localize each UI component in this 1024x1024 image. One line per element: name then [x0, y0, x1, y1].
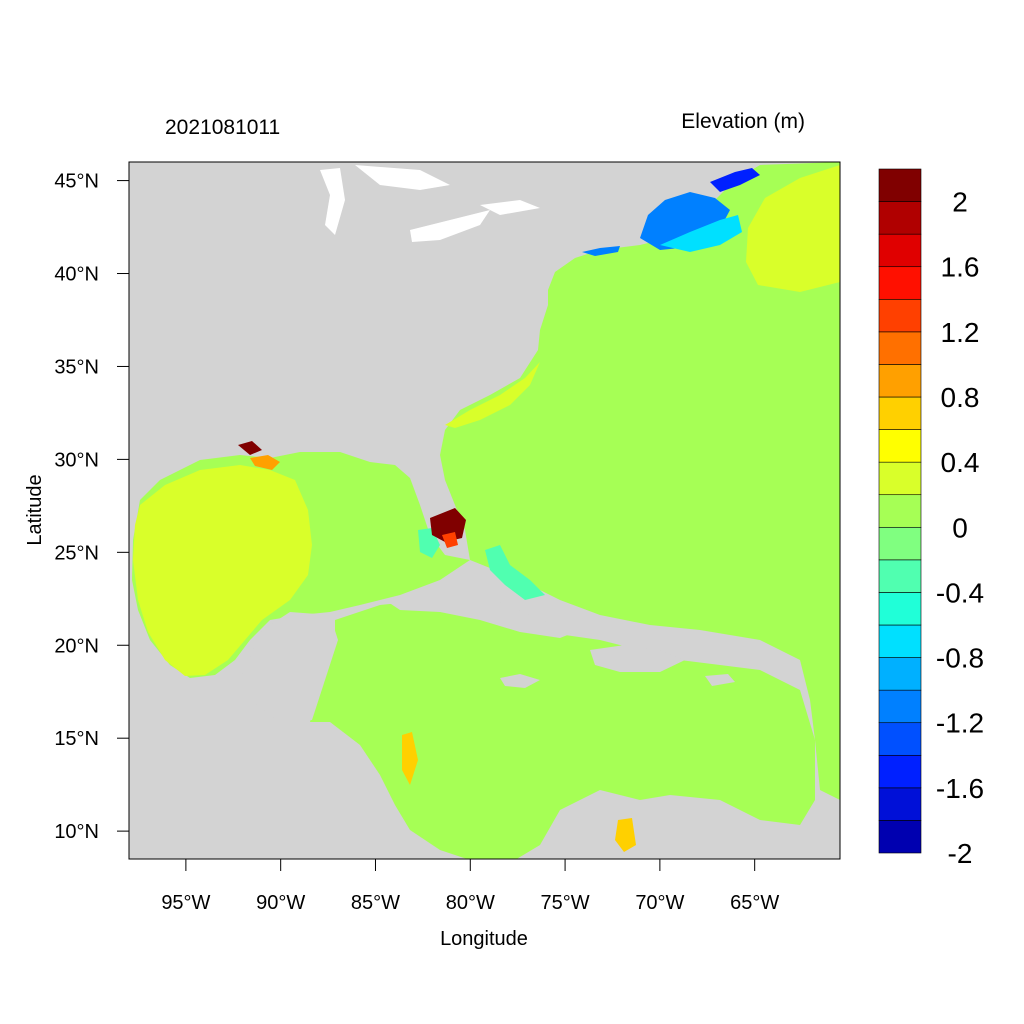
- x-tick-label: 75°W: [541, 892, 590, 914]
- map-timestamp: 2021081011: [165, 116, 280, 139]
- x-tick-label: 70°W: [635, 892, 684, 914]
- x-tick-label: 90°W: [256, 892, 305, 914]
- y-tick-label: 35°N: [54, 356, 99, 378]
- colorbar-label: -0.4: [936, 577, 984, 608]
- maine-negative-anomaly: [710, 168, 760, 192]
- louisiana-coast-dark: [238, 441, 262, 455]
- colorbar-swatch: [878, 201, 922, 235]
- colorbar-swatch: [878, 494, 922, 528]
- y-tick-label: 20°N: [54, 635, 99, 657]
- colorbar-swatch: [878, 266, 922, 300]
- colorbar-swatch: [878, 592, 922, 626]
- y-tick-label: 30°N: [54, 449, 99, 471]
- yucatan-land: [240, 612, 338, 722]
- louisiana-surge: [250, 455, 280, 470]
- x-tick-label: 85°W: [351, 892, 400, 914]
- y-tick-label: 10°N: [54, 821, 99, 843]
- y-tick-label: 15°N: [54, 728, 99, 750]
- map-area: [129, 162, 840, 859]
- colorbar-label: 2: [952, 187, 968, 218]
- honduras-coast-positive: [402, 732, 418, 785]
- atlantic-ocean: [440, 162, 840, 800]
- south-florida-surge-red: [442, 532, 458, 548]
- colorbar-swatch: [878, 787, 922, 821]
- colorbar-label: 0: [952, 512, 968, 543]
- colorbar-label: 0.8: [941, 382, 980, 413]
- plot-frame: [128, 161, 841, 860]
- colorbar-label: -1.6: [936, 773, 984, 804]
- caribbean-sea: [310, 600, 815, 859]
- y-tick-label: 40°N: [54, 264, 99, 286]
- colorbar-swatch: [878, 722, 922, 756]
- east-atlantic-positive: [746, 165, 840, 292]
- colorbar-swatch: [878, 429, 922, 463]
- colorbar-swatch: [878, 364, 922, 398]
- variable-title: Elevation (m): [681, 110, 805, 133]
- hispaniola-land: [590, 645, 685, 672]
- x-tick-label: 65°W: [730, 892, 779, 914]
- colorbar-label: 0.4: [941, 447, 980, 478]
- great-lakes: [320, 165, 540, 242]
- colorbar-label: -2: [948, 838, 973, 869]
- colorbar-swatch: [878, 298, 922, 333]
- colorbar-swatch: [878, 233, 922, 268]
- bahamas-anomaly: [485, 545, 545, 600]
- colorbar-swatch: [878, 396, 922, 430]
- cuba-land: [385, 590, 575, 638]
- colorbar-swatch: [878, 820, 922, 854]
- jamaica-land: [500, 674, 540, 688]
- long-island-anomaly: [582, 246, 620, 256]
- y-axis-ticks: 45°N 40°N 35°N 30°N 25°N 20°N 15°N 10°N: [54, 171, 129, 843]
- colorbar-swatch: [878, 526, 922, 561]
- x-axis-label: Longitude: [440, 928, 528, 950]
- colorbar-labels: 2 1.6 1.2 0.8 0.4 0 -0.4 -0.8 -1.2 -1.6 -2: [936, 187, 984, 869]
- colorbar-label: -0.8: [936, 643, 984, 674]
- y-tick-label: 45°N: [54, 171, 99, 193]
- x-tick-label: 95°W: [161, 892, 210, 914]
- colorbar-swatch: [878, 657, 922, 691]
- colorbar-swatch: [878, 461, 922, 496]
- colorbar: [878, 168, 922, 854]
- colorbar-label: 1.6: [941, 252, 980, 283]
- x-tick-label: 80°W: [446, 892, 495, 914]
- colorbar-swatch: [878, 624, 922, 658]
- colorbar-swatch: [878, 168, 922, 202]
- y-axis-label: Latitude: [24, 474, 46, 545]
- colorbar-label: -1.2: [936, 708, 984, 739]
- northeast-anomaly-light: [660, 215, 742, 252]
- colorbar-swatch: [878, 689, 922, 724]
- southeast-coast-positive: [445, 362, 540, 428]
- puerto-rico-land: [705, 674, 735, 686]
- venezuela-gulf-positive: [615, 818, 636, 852]
- y-tick-label: 25°N: [54, 542, 99, 564]
- northeast-negative-anomaly: [640, 192, 730, 250]
- south-florida-surge: [430, 508, 466, 542]
- colorbar-swatch: [878, 559, 922, 593]
- colorbar-swatch: [878, 754, 922, 789]
- colorbar-swatch: [878, 331, 922, 365]
- colorbar-label: 1.2: [941, 317, 980, 348]
- x-axis-ticks: 95°W 90°W 85°W 80°W 75°W 70°W 65°W: [161, 859, 779, 914]
- gulf-positive-anomaly: [133, 465, 312, 676]
